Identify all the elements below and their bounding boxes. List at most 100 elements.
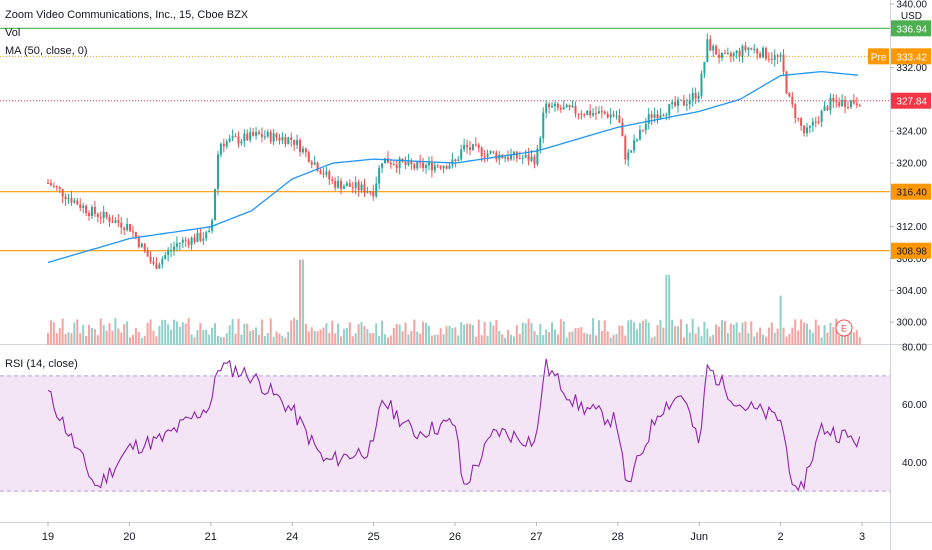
candle-body [545, 103, 548, 113]
candle-body [797, 117, 800, 119]
volume-bar [764, 336, 767, 345]
candle-body [597, 111, 600, 114]
pre-market-price-label-text: 333.42 [896, 52, 927, 63]
candle-body [823, 106, 826, 111]
volume-bar [222, 337, 225, 345]
candle-body [653, 114, 656, 118]
candle-body [709, 39, 712, 51]
volume-bar [105, 330, 108, 345]
volume-bar [779, 295, 782, 345]
volume-bar [835, 318, 838, 345]
volume-bar [378, 335, 381, 345]
candle-body [70, 197, 73, 203]
price-tick-label: 332.00 [896, 63, 927, 74]
volume-bar [574, 328, 577, 345]
volume-bar [354, 333, 357, 345]
volume-bar [85, 336, 88, 345]
volume-bar [747, 333, 750, 345]
time-tick-label: 24 [286, 531, 298, 543]
volume-bar [196, 330, 199, 345]
volume-bar [653, 336, 656, 345]
candle-body [744, 45, 747, 51]
volume-bar [773, 332, 776, 345]
volume-bar [410, 331, 413, 345]
candle-body [477, 144, 480, 148]
volume-bar [586, 333, 589, 345]
volume-bar [111, 330, 114, 345]
volume-bar [548, 332, 551, 345]
volume-bar [126, 321, 129, 345]
candle-body [691, 92, 694, 101]
candle-body [108, 217, 111, 223]
time-tick-label: 27 [530, 531, 542, 543]
volume-bar [214, 323, 217, 345]
candle-body [425, 165, 428, 168]
candle-body [442, 165, 445, 169]
candle-body [562, 107, 565, 110]
volume-bar [729, 323, 732, 345]
candle-body [225, 141, 228, 147]
candle-body [594, 113, 597, 115]
candle-body [844, 100, 847, 107]
lower-orange-line-label-text: 308.98 [896, 247, 927, 258]
candle-body [586, 111, 589, 116]
candle-body [609, 114, 612, 118]
candle-body [551, 106, 554, 108]
candle-body [410, 160, 413, 165]
volume-bar [322, 327, 325, 345]
candle-body [234, 136, 237, 138]
chart-title: Zoom Video Communications, Inc., 15, Cbo… [5, 9, 249, 21]
candle-body [439, 166, 442, 169]
candle-body [386, 158, 389, 163]
time-tick-label: 25 [367, 531, 379, 543]
candle-body [381, 163, 384, 168]
candle-body [776, 55, 779, 57]
currency-label: USD [900, 11, 922, 22]
candle-body [82, 205, 85, 208]
volume-bar [211, 327, 214, 345]
candle-body [621, 122, 624, 137]
volume-bar [328, 332, 331, 345]
volume-bar [137, 331, 140, 345]
candle-body [190, 237, 193, 246]
volume-bar [281, 335, 284, 345]
volume-bar [507, 329, 510, 345]
volume-bar [284, 337, 287, 345]
candle-body [413, 164, 416, 169]
volume-bar [577, 328, 580, 345]
volume-bar [383, 334, 386, 345]
candle-body [679, 99, 682, 101]
candle-body [269, 131, 272, 142]
volume-bar [665, 274, 668, 345]
volume-bar [445, 326, 448, 345]
volume-bar [700, 336, 703, 345]
volume-bar [342, 328, 345, 345]
volume-bar [706, 328, 709, 345]
price-tick-label: 320.00 [896, 159, 927, 170]
volume-bar [146, 322, 149, 345]
pre-market-badge [868, 48, 889, 65]
volume-bar [96, 335, 99, 345]
volume-bar [521, 322, 524, 345]
volume-bar [152, 330, 155, 345]
volume-bar [753, 336, 756, 345]
volume-bar [290, 320, 293, 345]
candle-body [715, 45, 718, 55]
candle-body [290, 137, 293, 140]
candle-body [770, 58, 773, 60]
candle-body [515, 151, 518, 159]
candle-body [665, 114, 668, 116]
volume-bar [237, 318, 240, 345]
candle-body [152, 261, 155, 264]
volume-bar [808, 329, 811, 345]
candle-body [389, 162, 392, 165]
candle-body [712, 45, 715, 51]
candle-body [589, 111, 592, 116]
candle-body [407, 160, 410, 165]
candle-body [855, 103, 858, 106]
volume-bar [416, 331, 419, 345]
volume-bar [659, 319, 662, 345]
candle-body [644, 123, 647, 131]
candle-body [697, 95, 700, 99]
